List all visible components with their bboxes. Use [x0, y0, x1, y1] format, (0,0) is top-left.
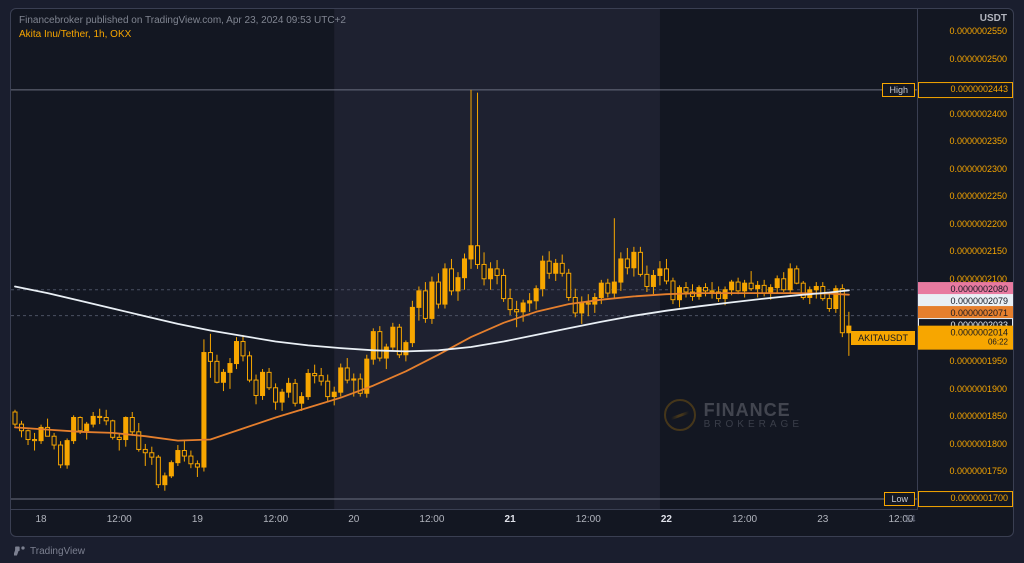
y-tick-label: 0.0000002350: [949, 136, 1007, 146]
tradingview-icon: [14, 545, 26, 557]
y-tick-label: 0.0000002250: [949, 191, 1007, 201]
y-tick-label: 0.0000002150: [949, 246, 1007, 256]
chart-plot-area[interactable]: FINANCE BROKERAGE HighLowAKITAUSDT: [11, 9, 918, 510]
y-tick-label: 0.0000001800: [949, 439, 1007, 449]
time-axis[interactable]: 1812:001912:002012:002112:002212:002312:…: [11, 509, 918, 536]
x-tick-label: 12:00: [732, 514, 757, 525]
x-tick-label: 12:00: [107, 514, 132, 525]
x-tick-label: 19: [192, 514, 203, 525]
x-tick-label: 12:00: [263, 514, 288, 525]
price-tag: 0.000000201406:22: [918, 325, 1013, 350]
low-price-tag-label: Low: [884, 492, 915, 506]
axis-unit-label: USDT: [980, 13, 1007, 24]
candlestick-chart[interactable]: [11, 9, 918, 510]
y-tick-label: 0.0000002300: [949, 164, 1007, 174]
symbol-price-label: AKITAUSDT: [851, 331, 915, 345]
x-tick-label: 20: [348, 514, 359, 525]
price-axis[interactable]: USDT 0.0000001700 0.0000001750 0.000000180…: [917, 9, 1013, 510]
chart-container[interactable]: Financebroker published on TradingView.c…: [10, 8, 1014, 537]
low-price-tag: 0.0000001700: [918, 491, 1013, 507]
x-tick-label: 12:00: [576, 514, 601, 525]
tradingview-label: TradingView: [30, 546, 85, 557]
countdown-label: 06:22: [923, 338, 1008, 347]
x-tick-label: 22: [661, 514, 672, 525]
symbol-label[interactable]: Akita Inu/Tether, 1h, OKX: [19, 29, 131, 40]
x-tick-label: 12:00: [419, 514, 444, 525]
x-tick-label: 24: [904, 514, 915, 525]
tradingview-attribution[interactable]: TradingView: [14, 545, 85, 557]
publisher-label: Financebroker published on TradingView.c…: [19, 15, 346, 26]
y-tick-label: 0.0000002200: [949, 219, 1007, 229]
y-tick-label: 0.0000001750: [949, 466, 1007, 476]
x-tick-label: 23: [817, 514, 828, 525]
y-tick-label: 0.0000001900: [949, 384, 1007, 394]
y-tick-label: 0.0000002500: [949, 54, 1007, 64]
y-tick-label: 0.0000002400: [949, 109, 1007, 119]
high-price-tag-label: High: [882, 83, 915, 97]
high-price-tag: 0.0000002443: [918, 82, 1013, 98]
y-tick-label: 0.0000001950: [949, 356, 1007, 366]
x-tick-label: 18: [35, 514, 46, 525]
x-tick-label: 21: [505, 514, 516, 525]
y-tick-label: 0.0000002550: [949, 26, 1007, 36]
y-tick-label: 0.0000001850: [949, 411, 1007, 421]
